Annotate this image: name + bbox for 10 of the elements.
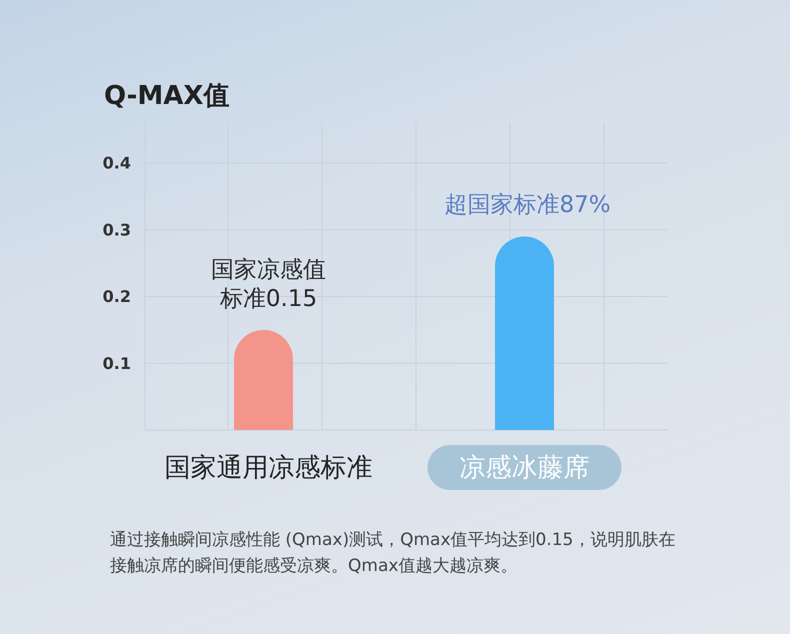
x-tick-label: 国家通用凉感标准 (164, 453, 372, 483)
annotation-note: 通过接触瞬间凉感性能 (Qmax)测试，Qmax值平均达到0.15，说明肌肤在接触凉席的瞬间便能感受凉爽。Qmax值越大越凉爽。 (110, 529, 676, 578)
y-tick-label: 0.1 (102, 354, 131, 373)
y-tick-label: 0.3 (102, 220, 131, 240)
title: Q-MAX值 (104, 81, 230, 111)
x-tick-label: 凉感冰藤席 (460, 453, 590, 483)
y-tick-label: 0.4 (102, 154, 131, 173)
y-tick-label: 0.2 (102, 287, 131, 306)
annotation: 国家凉感值标准0.15 (210, 256, 327, 314)
annotation: 超国家标准87% (443, 191, 612, 220)
